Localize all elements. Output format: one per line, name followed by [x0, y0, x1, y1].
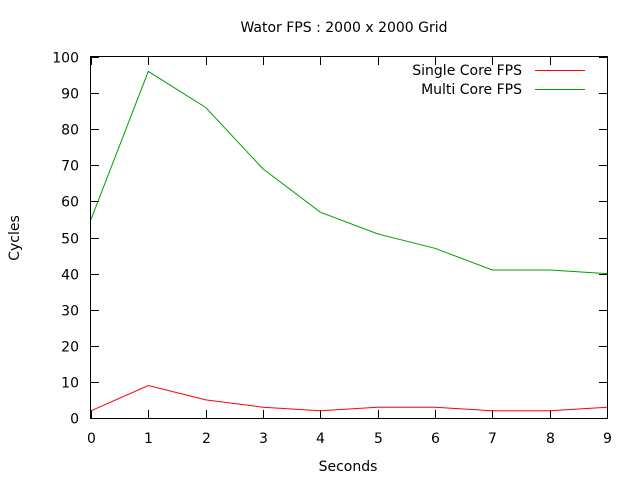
x-tick-label: 4 [316, 431, 325, 447]
x-tick-label: 2 [202, 431, 211, 447]
y-tick-label: 0 [70, 412, 79, 428]
axes: 0 10 20 30 40 50 60 70 80 90 100 0 1 2 3 4 5 6 7 8 9 [52, 51, 612, 448]
plot-frame [90, 56, 608, 419]
y-tick-label: 40 [61, 268, 79, 284]
x-tick-label: 1 [144, 431, 153, 447]
legend-label: Multi Core FPS [421, 82, 522, 98]
y-tick-label: 80 [61, 123, 79, 139]
y-tick-label: 20 [61, 340, 79, 356]
y-tick-label: 70 [61, 159, 79, 175]
legend: Single Core FPS Multi Core FPS [412, 63, 585, 98]
y-tick-label: 50 [61, 232, 79, 248]
y-tick-label: 10 [61, 376, 79, 392]
series-lines [90, 70, 608, 412]
y-tick-label: 100 [52, 51, 79, 67]
x-tick-label: 8 [546, 431, 555, 447]
x-axis-label: Seconds [319, 459, 378, 475]
legend-label: Single Core FPS [412, 63, 522, 79]
x-tick-label: 0 [87, 431, 96, 447]
x-tick-label: 6 [431, 431, 440, 447]
chart-title: Wator FPS : 2000 x 2000 Grid [240, 20, 447, 36]
series-line-1 [90, 384, 608, 412]
y-tick-label: 60 [61, 195, 79, 211]
series-line-2 [90, 70, 608, 275]
x-tick-label: 5 [374, 431, 383, 447]
x-tick-label: 3 [259, 431, 268, 447]
y-tick-label: 90 [61, 87, 79, 103]
x-tick-label: 9 [603, 431, 612, 447]
y-tick-label: 30 [61, 304, 79, 320]
x-tick-label: 7 [488, 431, 497, 447]
y-axis-label: Cycles [7, 215, 23, 261]
